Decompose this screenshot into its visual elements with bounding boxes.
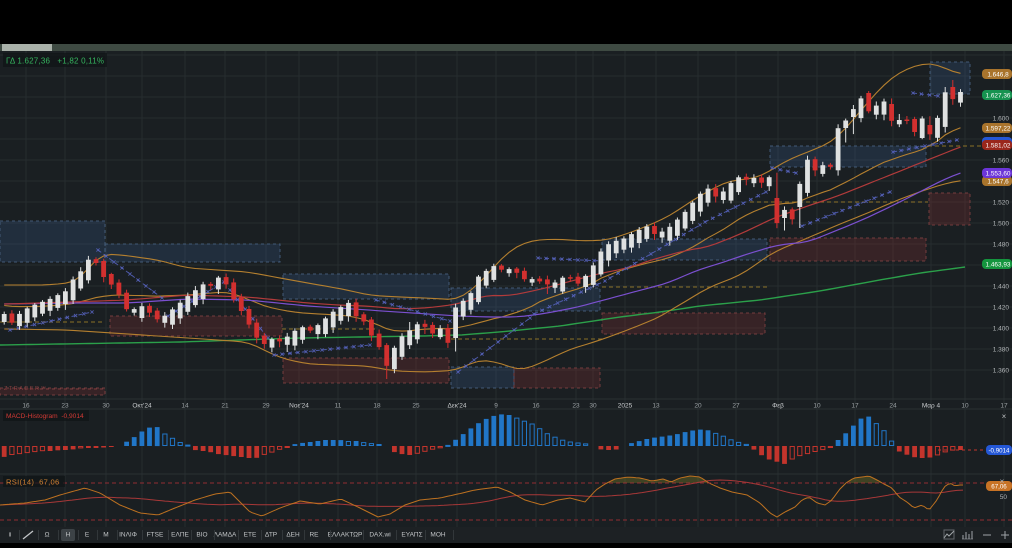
svg-text:Φεβ: Φεβ	[772, 403, 784, 410]
svg-text:1.600: 1.600	[993, 115, 1010, 122]
svg-text:10: 10	[813, 403, 821, 410]
svg-text:×: ×	[1000, 477, 1005, 486]
svg-text:16: 16	[22, 403, 30, 410]
svg-text:1.553,60: 1.553,60	[986, 170, 1011, 177]
svg-text:ΓΔ 1.627,36 +1,82 0,11%: ΓΔ 1.627,36 +1,82 0,11%	[6, 57, 104, 66]
svg-text:1.440: 1.440	[993, 283, 1010, 290]
svg-text:Νοε'24: Νοε'24	[289, 403, 309, 410]
svg-text:29: 29	[262, 403, 270, 410]
svg-text:RSI(14) 67,06: RSI(14) 67,06	[6, 478, 60, 487]
svg-text:23: 23	[572, 403, 580, 410]
svg-text:1.400: 1.400	[993, 325, 1010, 332]
svg-text:50: 50	[1000, 494, 1008, 501]
svg-text:1.560: 1.560	[993, 157, 1010, 164]
svg-text:1.463,93: 1.463,93	[986, 261, 1011, 268]
svg-text:30: 30	[102, 403, 110, 410]
svg-text:25: 25	[412, 403, 420, 410]
svg-text:16: 16	[532, 403, 540, 410]
svg-text:18: 18	[373, 403, 381, 410]
svg-text:1.581,02: 1.581,02	[986, 142, 1011, 149]
svg-text:1.597,22: 1.597,22	[986, 125, 1011, 132]
svg-text:1.627,36: 1.627,36	[986, 92, 1011, 99]
svg-text:17: 17	[1000, 403, 1008, 410]
svg-text:Δεκ'24: Δεκ'24	[448, 403, 467, 410]
svg-text:23: 23	[61, 403, 69, 410]
svg-text:Οκτ'24: Οκτ'24	[132, 403, 152, 410]
svg-text:24: 24	[889, 403, 897, 410]
svg-text:1.480: 1.480	[993, 241, 1010, 248]
svg-text:14: 14	[181, 403, 189, 410]
svg-text:1.380: 1.380	[993, 346, 1010, 353]
svg-text:1.360: 1.360	[993, 367, 1010, 374]
svg-text:21: 21	[221, 403, 229, 410]
svg-text:MACD-Histogram -0,9014: MACD-Histogram -0,9014	[6, 413, 84, 420]
svg-text:1.547,6: 1.547,6	[987, 178, 1009, 185]
svg-text:10: 10	[961, 403, 969, 410]
svg-text:ZTRADER™: ZTRADER™	[4, 386, 47, 392]
svg-text:67,06: 67,06	[991, 483, 1007, 490]
svg-text:1.420: 1.420	[993, 304, 1010, 311]
svg-text:-0,9014: -0,9014	[989, 447, 1011, 454]
svg-text:20: 20	[694, 403, 702, 410]
svg-text:9: 9	[494, 403, 498, 410]
svg-text:1.520: 1.520	[993, 199, 1010, 206]
svg-text:11: 11	[335, 403, 342, 410]
svg-text:27: 27	[732, 403, 740, 410]
svg-text:17: 17	[851, 403, 859, 410]
svg-text:1.646,8: 1.646,8	[987, 71, 1009, 78]
svg-text:30: 30	[589, 403, 597, 410]
svg-text:13: 13	[652, 403, 660, 410]
svg-text:2025: 2025	[618, 403, 633, 410]
svg-text:1.500: 1.500	[993, 220, 1010, 227]
svg-text:Μαρ 4: Μαρ 4	[922, 403, 941, 410]
svg-text:×: ×	[1002, 412, 1007, 421]
